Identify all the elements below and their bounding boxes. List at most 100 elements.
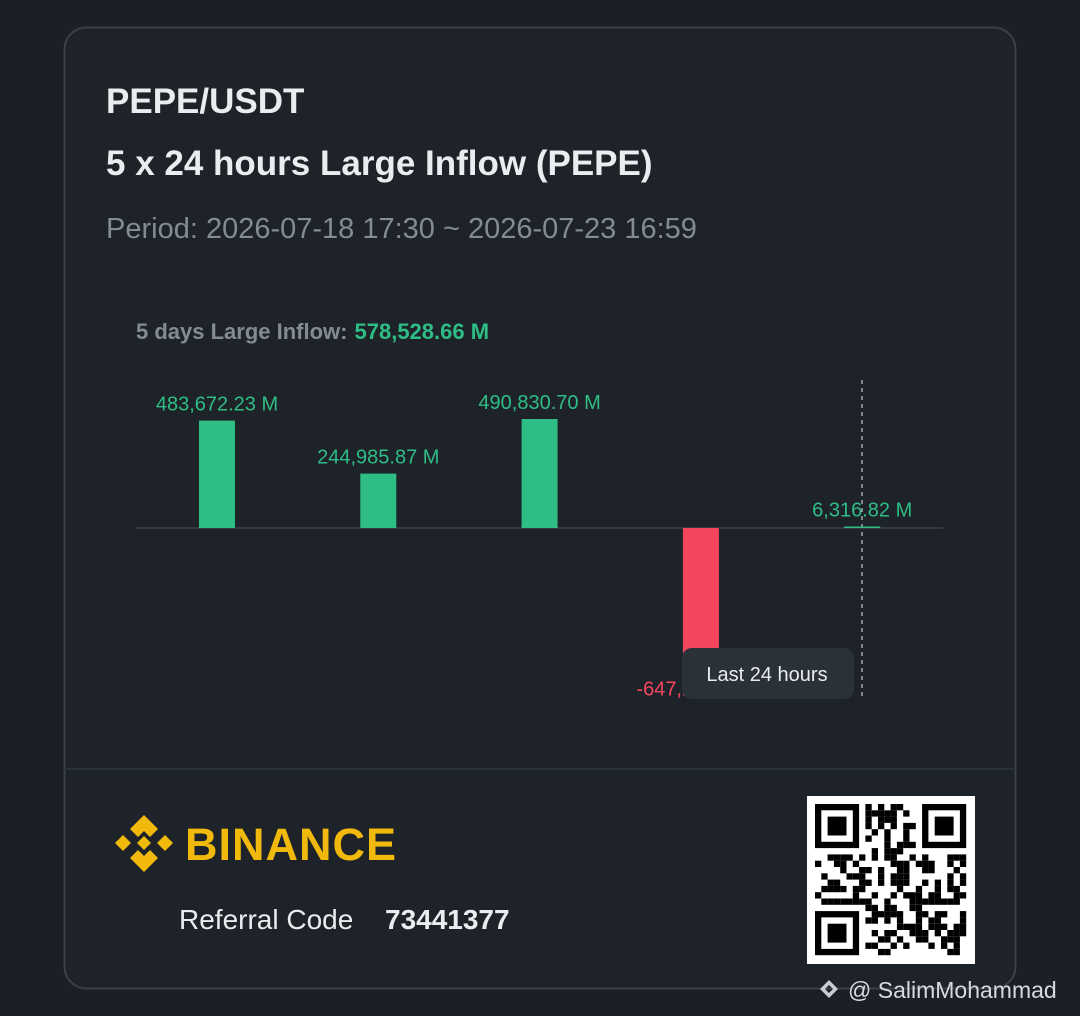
qr-module — [878, 873, 885, 880]
qr-module — [928, 860, 935, 867]
qr-module — [934, 911, 941, 918]
qr-module — [884, 936, 891, 943]
qr-module — [821, 873, 828, 880]
qr-module — [903, 879, 910, 886]
qr-module — [928, 867, 935, 874]
qr-module — [871, 854, 878, 861]
total-value: 578,528.66 M — [355, 319, 490, 344]
qr-module — [890, 873, 897, 880]
qr-finder — [827, 816, 847, 836]
qr-module — [890, 822, 897, 830]
qr-module — [947, 898, 954, 905]
qr-module — [896, 804, 904, 811]
qr-module — [884, 816, 891, 823]
qr-module — [896, 873, 904, 880]
qr-module — [871, 917, 878, 924]
qr-module — [896, 879, 904, 886]
qr-module — [827, 854, 834, 861]
qr-module — [871, 911, 878, 918]
qr-module — [959, 930, 967, 937]
qr-module — [947, 879, 954, 886]
qr-module — [840, 885, 847, 893]
qr-module — [915, 904, 923, 912]
qr-module — [833, 898, 841, 905]
qr-module — [941, 936, 948, 943]
qr-module — [884, 898, 891, 905]
qr-module — [915, 911, 923, 918]
qr-module — [878, 822, 885, 830]
qr-module — [934, 930, 941, 937]
qr-module — [859, 867, 866, 874]
qr-module — [903, 923, 910, 930]
qr-module — [865, 879, 872, 886]
qr-module — [903, 867, 910, 874]
qr-module — [896, 917, 904, 924]
qr-module — [896, 841, 904, 849]
qr-module — [922, 930, 929, 937]
qr-module — [953, 854, 960, 861]
qr-module — [871, 930, 878, 937]
qr-module — [947, 930, 954, 937]
qr-module — [953, 898, 960, 905]
qr-module — [909, 904, 916, 912]
qr-module — [890, 804, 897, 811]
qr-module — [840, 867, 847, 874]
qr-module — [959, 923, 967, 930]
tooltip-box — [682, 648, 854, 699]
qr-module — [922, 867, 929, 874]
qr-module — [959, 854, 967, 861]
qr-module — [871, 829, 878, 836]
qr-module — [833, 860, 841, 867]
logo-part — [137, 836, 151, 850]
qr-module — [865, 904, 872, 912]
qr-module — [928, 942, 935, 949]
qr-module — [903, 841, 910, 849]
period: Period: 2026-07-18 17:30 ~ 2026-07-23 16… — [106, 213, 697, 245]
qr-module — [896, 860, 904, 867]
qr-module — [890, 860, 897, 867]
qr-module — [871, 892, 878, 899]
qr-module — [941, 923, 948, 930]
qr-finder — [827, 923, 847, 943]
qr-module — [903, 822, 910, 830]
qr-module — [959, 879, 967, 886]
qr-module — [884, 848, 891, 855]
qr-module — [884, 841, 891, 849]
qr-module — [865, 835, 872, 842]
bar — [360, 473, 397, 528]
qr-module — [903, 835, 910, 842]
qr-module — [903, 810, 910, 817]
qr-module — [865, 816, 872, 823]
data-label: 490,830.70 M — [478, 392, 600, 414]
qr-module — [896, 885, 904, 893]
qr-module — [865, 898, 872, 905]
data-label: 483,672.23 M — [156, 394, 278, 416]
qr-module — [928, 898, 935, 905]
qr-module — [922, 898, 929, 905]
qr-module — [959, 892, 967, 899]
data-label: 6,316.82 M — [812, 500, 912, 522]
qr-module — [953, 942, 960, 949]
qr-module — [840, 860, 847, 867]
subtitle: 5 x 24 hours Large Inflow (PEPE) — [106, 144, 653, 183]
qr-module — [821, 898, 828, 905]
qr-module — [953, 948, 960, 956]
qr-module — [941, 942, 948, 949]
qr-module — [833, 854, 841, 861]
bar — [521, 419, 558, 528]
qr-module — [871, 942, 878, 949]
qr-module — [846, 873, 853, 880]
qr-module — [890, 879, 897, 886]
qr-module — [890, 904, 897, 912]
qr-module — [922, 860, 929, 867]
qr-module — [878, 804, 885, 811]
qr-module — [909, 892, 916, 899]
qr-module — [947, 948, 954, 956]
qr-module — [934, 885, 941, 893]
qr-module — [896, 923, 904, 930]
qr-module — [890, 911, 897, 918]
qr-module — [884, 930, 891, 937]
qr-module — [852, 873, 860, 880]
qr-module — [953, 867, 960, 874]
brand: BINANCE — [185, 819, 397, 870]
